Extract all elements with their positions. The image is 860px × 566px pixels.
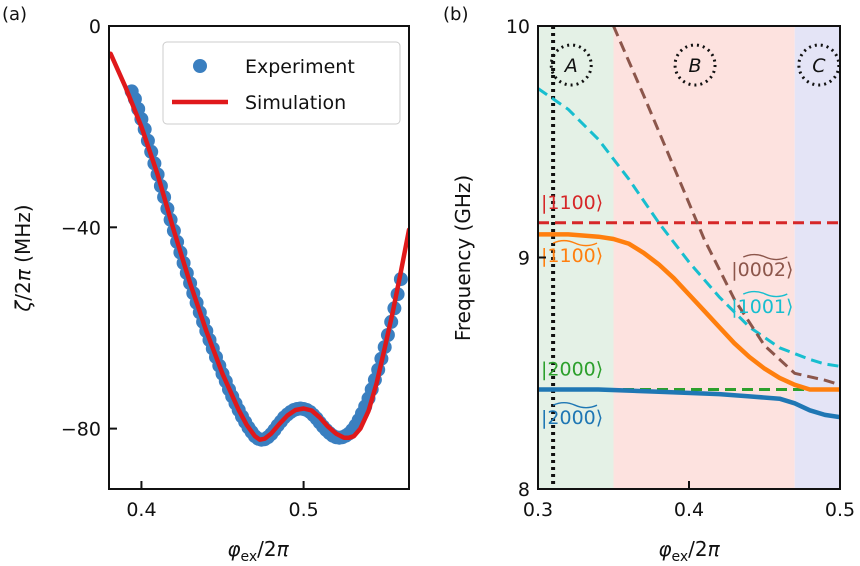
region-label: C xyxy=(812,55,826,77)
region-c-band xyxy=(794,26,840,489)
legend: Experiment Simulation xyxy=(162,41,401,125)
x-tick-label: 0.4 xyxy=(126,499,156,521)
panel-a-frame xyxy=(108,25,410,490)
region-label: A xyxy=(563,55,578,77)
overbar-mark xyxy=(552,239,598,247)
panel-a-plot xyxy=(109,51,409,447)
legend-marker-experiment xyxy=(193,59,207,73)
x-tick-label: 0.5 xyxy=(288,499,318,521)
y-tick-label: 0 xyxy=(89,16,101,38)
y-tick-label: 9 xyxy=(518,248,530,270)
region-badge xyxy=(673,43,717,87)
overbar-mark xyxy=(552,401,598,409)
level-line xyxy=(538,232,840,392)
region-a-band xyxy=(538,26,614,489)
x-tick-label: 0.4 xyxy=(674,499,704,521)
x-tick-label: 0.3 xyxy=(523,499,553,521)
y-tick-label: −40 xyxy=(61,217,101,239)
region-badge xyxy=(549,43,593,87)
state-label: |1100⟩ xyxy=(541,245,603,267)
panel-a-ticks: 0.4 0.5 0 −40 −80 xyxy=(61,16,319,521)
y-tick-label: 8 xyxy=(518,479,530,501)
state-label: |0002⟩ xyxy=(731,259,793,281)
y-tick-label: 10 xyxy=(506,16,530,38)
state-label: |1001⟩ xyxy=(731,296,793,318)
panel-b-state-labels: |1100⟩ |1100⟩ |2000⟩ |2000⟩ |0002⟩ |1001⟩ xyxy=(541,192,793,429)
region-label: B xyxy=(689,55,702,77)
state-label: |2000⟩ xyxy=(541,407,603,429)
panel-b-ylabel: Frequency (GHz) xyxy=(451,175,475,341)
legend-label-experiment: Experiment xyxy=(245,56,355,78)
panel-b-region-badges: A B C xyxy=(549,43,841,87)
region-badge xyxy=(797,43,841,87)
region-b-band xyxy=(613,26,795,489)
panel-a-ylabel: ζ/2π (MHz) xyxy=(11,204,35,312)
panel-b-label: (b) xyxy=(443,4,468,25)
panel-a: (a) 0.4 0.50−40−80 Experiment Simulation … xyxy=(2,4,410,565)
legend-label-simulation: Simulation xyxy=(245,92,346,114)
y-tick-label: −80 xyxy=(61,419,101,441)
simulation-line xyxy=(109,51,409,442)
state-label: |2000⟩ xyxy=(541,359,603,381)
level-line xyxy=(538,387,840,420)
x-tick-label: 0.5 xyxy=(825,499,855,521)
panel-a-label: (a) xyxy=(2,4,27,25)
level-line xyxy=(612,26,840,387)
overbar-mark xyxy=(742,253,788,261)
panel-b-ticks: 0.3 0.4 0.5 8 9 10 xyxy=(506,16,855,521)
panel-b-plot xyxy=(538,26,840,489)
state-label: |1100⟩ xyxy=(541,192,603,214)
level-line xyxy=(538,87,840,368)
overbar-mark xyxy=(742,290,788,298)
panel-b-regions xyxy=(538,26,840,489)
panel-b: (b) |1100⟩ |1100⟩ |2000⟩ |2000⟩ |0002⟩ |1001⟩… xyxy=(443,4,855,565)
panel-b-xlabel: φex/2π xyxy=(658,537,720,565)
panel-a-xlabel: φex/2π xyxy=(227,537,289,565)
